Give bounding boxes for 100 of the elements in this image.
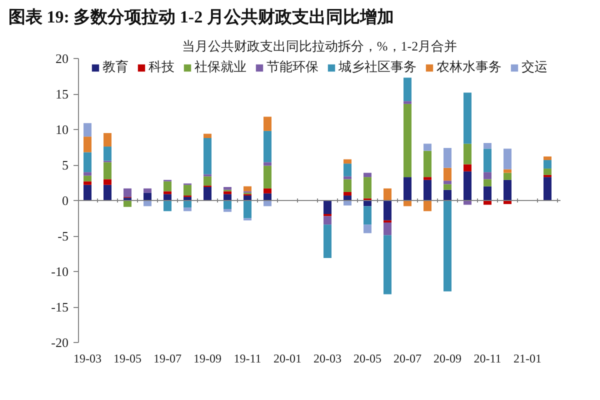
bar <box>184 208 192 212</box>
bar <box>84 123 92 137</box>
bar <box>344 179 352 192</box>
bar <box>84 172 92 176</box>
bar <box>464 144 472 164</box>
bar <box>224 194 232 200</box>
x-tick-label: 20-11 <box>474 352 502 366</box>
x-tick-label: 20-09 <box>434 352 462 366</box>
bar <box>544 168 552 175</box>
legend-label: 科技 <box>148 58 174 76</box>
bar <box>444 168 452 181</box>
bar <box>344 159 352 164</box>
x-tick-label: 20-07 <box>394 352 422 366</box>
bar <box>484 172 492 180</box>
bar <box>104 184 112 200</box>
bar <box>384 222 392 236</box>
x-tick-label: 21-01 <box>514 352 542 366</box>
bar <box>264 166 272 188</box>
bar <box>424 177 432 180</box>
bar <box>404 177 412 200</box>
bar <box>84 176 92 182</box>
bar <box>364 172 372 178</box>
legend-label: 农林水事务 <box>436 58 502 76</box>
bar <box>84 181 92 185</box>
bar <box>484 200 492 205</box>
x-tick-label: 20-05 <box>354 352 382 366</box>
bar <box>544 160 552 169</box>
bar <box>544 156 552 160</box>
x-tick-label: 20-01 <box>274 352 302 366</box>
bar <box>164 200 172 212</box>
bar <box>324 214 332 216</box>
bar <box>424 144 432 151</box>
bar <box>184 200 192 208</box>
bar <box>244 186 252 192</box>
bar <box>384 235 392 294</box>
bar <box>484 148 492 172</box>
bar <box>364 206 372 225</box>
bar <box>224 187 232 190</box>
legend-label: 城乡社区事务 <box>338 58 416 76</box>
x-tick-label: 19-03 <box>74 352 102 366</box>
bar <box>244 196 252 200</box>
bar <box>444 200 452 292</box>
legend-label: 交运 <box>522 58 548 76</box>
bar <box>124 200 132 207</box>
bar <box>464 164 472 172</box>
bar <box>504 148 512 170</box>
bar <box>344 164 352 176</box>
bar <box>164 194 172 200</box>
bar <box>444 180 452 184</box>
bar <box>504 169 512 173</box>
x-tick-label: 20-03 <box>314 352 342 366</box>
bar <box>484 186 492 200</box>
y-tick-label: -20 <box>51 335 69 350</box>
chart-title: 图表 19: 多数分项拉动 1-2 月公共财政支出同比增加 <box>8 8 394 26</box>
bar <box>484 142 492 149</box>
bar <box>184 184 192 196</box>
chart-subtitle: 当月公共财政支出同比拉动拆分，%，1-2月合并 <box>182 38 458 54</box>
bar <box>464 171 472 200</box>
bar <box>384 188 392 200</box>
legend-label: 教育 <box>102 58 128 76</box>
bar <box>504 180 512 200</box>
bar <box>324 224 332 258</box>
y-tick-label: 20 <box>56 51 68 66</box>
bar <box>104 146 112 161</box>
bar <box>464 92 472 144</box>
bar <box>144 188 152 193</box>
bar <box>264 130 272 162</box>
bar <box>424 180 432 200</box>
x-tick-label: 19-05 <box>114 352 142 366</box>
y-tick-label: 5 <box>62 158 68 172</box>
bar <box>344 200 352 206</box>
bar <box>344 196 352 200</box>
bar <box>204 138 212 174</box>
legend-label: 节能环保 <box>266 58 318 76</box>
y-tick-label: -5 <box>58 228 69 244</box>
bar <box>404 101 412 104</box>
bar <box>424 150 432 178</box>
x-tick-label: 19-07 <box>154 352 182 366</box>
bar <box>224 209 232 212</box>
bar <box>504 172 512 180</box>
bar <box>204 134 212 138</box>
bar <box>264 188 272 194</box>
bar <box>224 200 232 210</box>
bar <box>264 116 272 131</box>
bar <box>84 152 92 172</box>
bar <box>204 176 212 186</box>
bar <box>424 200 432 212</box>
bar <box>264 162 272 166</box>
bar <box>344 192 352 196</box>
bar <box>104 133 112 147</box>
bar <box>404 104 412 178</box>
bar <box>104 179 112 185</box>
y-tick-label: -15 <box>51 300 69 314</box>
bar <box>324 216 332 225</box>
bar <box>444 148 452 168</box>
bar <box>444 184 452 190</box>
bar <box>204 187 212 200</box>
y-tick-label: 15 <box>56 86 68 102</box>
y-tick-label: 0 <box>62 193 68 208</box>
bar <box>464 200 472 205</box>
